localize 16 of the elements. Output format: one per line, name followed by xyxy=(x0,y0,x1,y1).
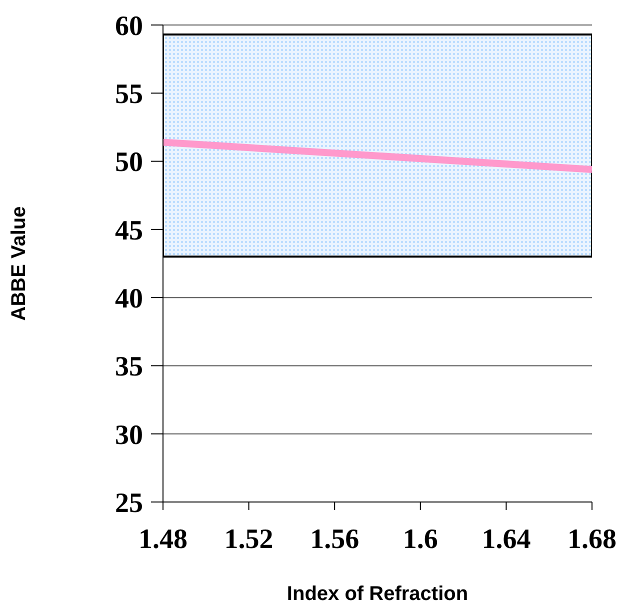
y-tick-label: 55 xyxy=(115,79,143,110)
y-tick-label: 40 xyxy=(115,284,143,315)
y-tick-label: 30 xyxy=(115,420,143,451)
x-axis-title: Index of Refraction xyxy=(286,583,468,605)
x-tick-label: 1.64 xyxy=(482,524,531,555)
y-axis-title: ABBE Value xyxy=(8,206,30,321)
y-tick-label: 60 xyxy=(115,10,143,42)
x-tick-label: 1.68 xyxy=(568,524,616,555)
x-tick-label: 1.52 xyxy=(224,524,274,555)
y-tick-label: 45 xyxy=(115,215,143,246)
x-tick-label: 1.56 xyxy=(310,524,360,555)
y-tick-label: 35 xyxy=(115,352,143,383)
x-tick-label: 1.6 xyxy=(402,524,438,555)
y-tick-label: 50 xyxy=(115,147,143,178)
y-tick-label: 25 xyxy=(115,488,143,519)
x-tick-label: 1.48 xyxy=(138,524,188,555)
